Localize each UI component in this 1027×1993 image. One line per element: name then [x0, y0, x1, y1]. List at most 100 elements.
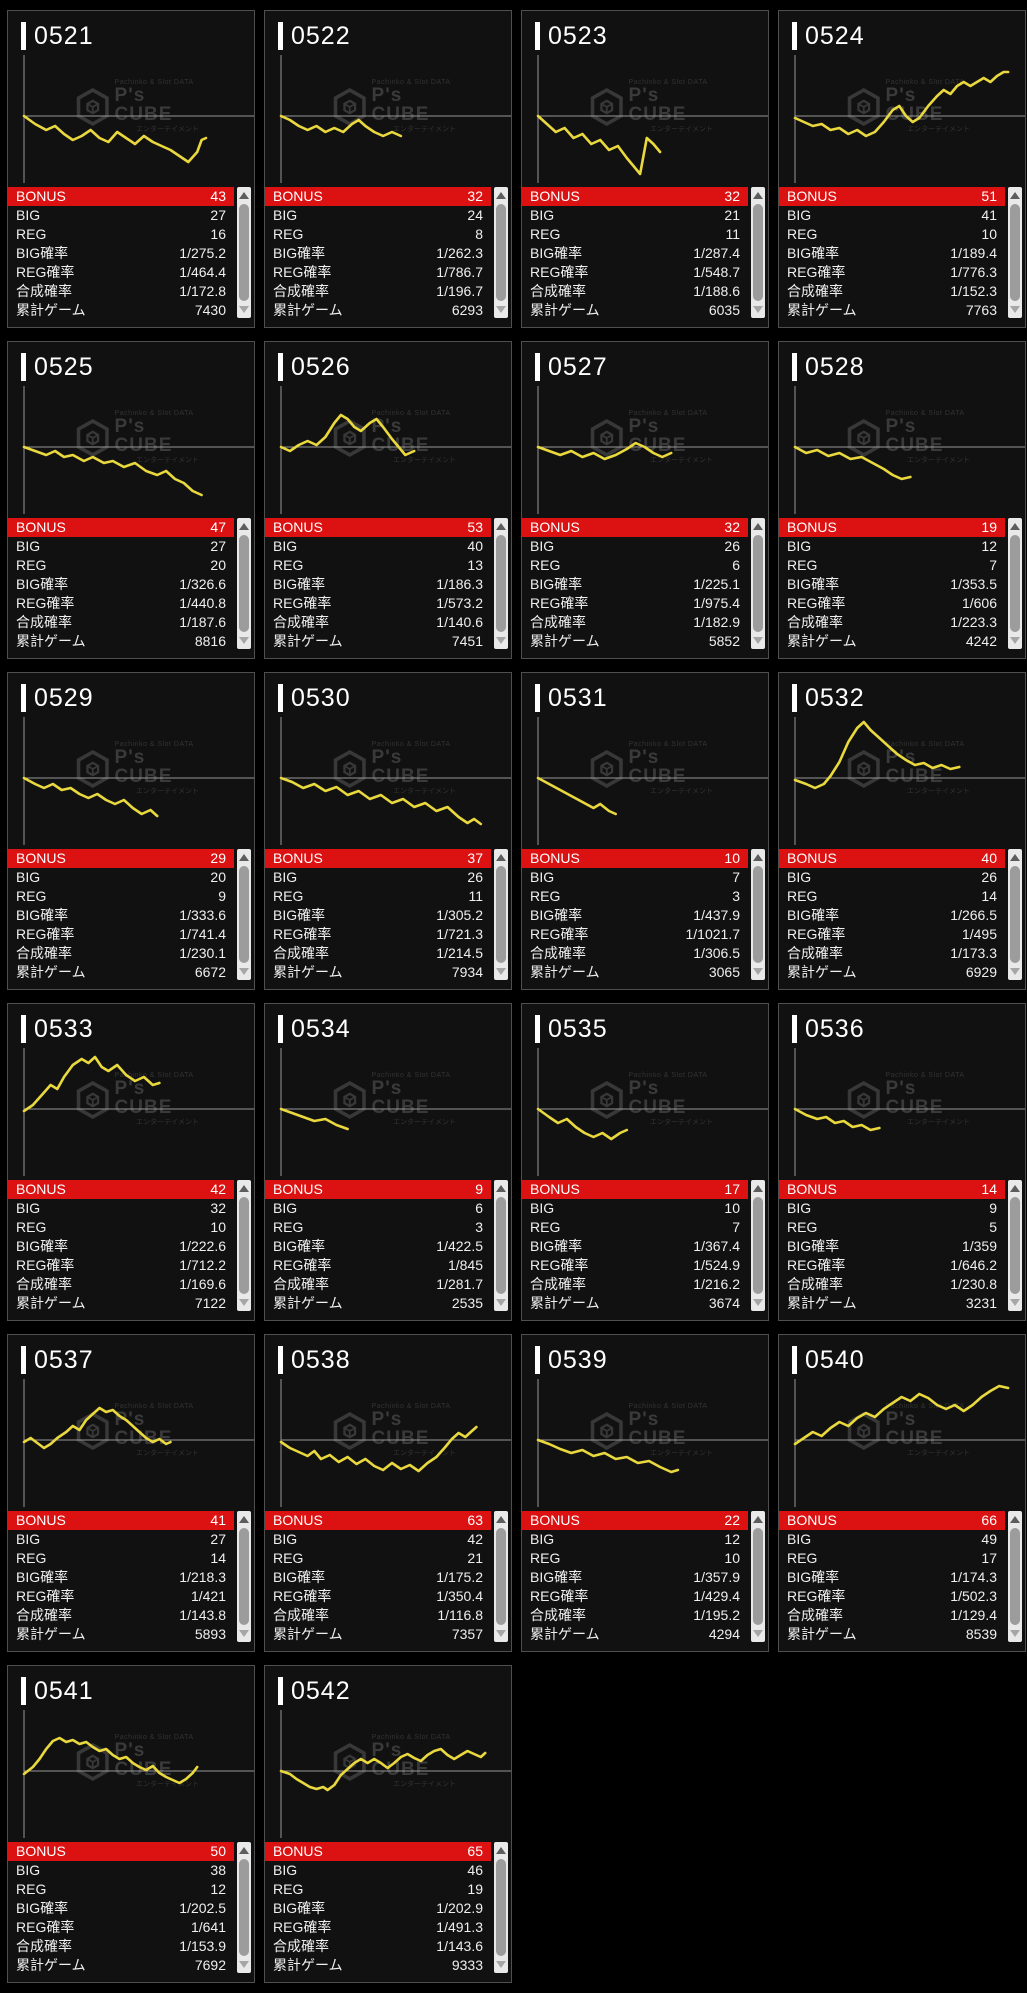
scrollbar-thumb[interactable] — [239, 1528, 249, 1625]
scroll-up-icon[interactable] — [496, 523, 506, 530]
scrollbar-thumb[interactable] — [239, 1859, 249, 1956]
scroll-up-icon[interactable] — [496, 1185, 506, 1192]
scroll-up-icon[interactable] — [1010, 854, 1020, 861]
scroll-down-icon[interactable] — [239, 1630, 249, 1637]
scroll-up-icon[interactable] — [239, 1185, 249, 1192]
scrollbar-thumb[interactable] — [239, 1197, 249, 1294]
stats-scrollbar[interactable] — [237, 1842, 251, 1973]
machine-card[interactable]: 0542 Pachinko & Slot DATA P's CUBE エンターテ… — [264, 1665, 512, 1983]
stats-scrollbar[interactable] — [1008, 1511, 1022, 1642]
scrollbar-thumb[interactable] — [753, 866, 763, 963]
machine-card[interactable]: 0535 Pachinko & Slot DATA P's CUBE エンターテ… — [521, 1003, 769, 1321]
scroll-up-icon[interactable] — [496, 192, 506, 199]
scrollbar-thumb[interactable] — [1010, 1528, 1020, 1625]
scroll-down-icon[interactable] — [239, 637, 249, 644]
stats-scrollbar[interactable] — [494, 1511, 508, 1642]
stats-scrollbar[interactable] — [1008, 849, 1022, 980]
stats-scrollbar[interactable] — [237, 849, 251, 980]
scroll-down-icon[interactable] — [496, 1299, 506, 1306]
machine-card[interactable]: 0532 Pachinko & Slot DATA P's CUBE エンターテ… — [778, 672, 1026, 990]
machine-card[interactable]: 0525 Pachinko & Slot DATA P's CUBE エンターテ… — [7, 341, 255, 659]
scroll-up-icon[interactable] — [753, 854, 763, 861]
machine-card[interactable]: 0539 Pachinko & Slot DATA P's CUBE エンターテ… — [521, 1334, 769, 1652]
stats-scrollbar[interactable] — [751, 187, 765, 318]
scrollbar-thumb[interactable] — [1010, 866, 1020, 963]
machine-card[interactable]: 0540 Pachinko & Slot DATA P's CUBE エンターテ… — [778, 1334, 1026, 1652]
machine-card[interactable]: 0533 Pachinko & Slot DATA P's CUBE エンターテ… — [7, 1003, 255, 1321]
machine-card[interactable]: 0527 Pachinko & Slot DATA P's CUBE エンターテ… — [521, 341, 769, 659]
scroll-down-icon[interactable] — [1010, 968, 1020, 975]
scroll-down-icon[interactable] — [239, 306, 249, 313]
scrollbar-thumb[interactable] — [496, 1197, 506, 1294]
scroll-up-icon[interactable] — [753, 192, 763, 199]
scroll-down-icon[interactable] — [753, 306, 763, 313]
machine-card[interactable]: 0531 Pachinko & Slot DATA P's CUBE エンターテ… — [521, 672, 769, 990]
scroll-down-icon[interactable] — [1010, 1630, 1020, 1637]
scroll-up-icon[interactable] — [496, 1516, 506, 1523]
scroll-down-icon[interactable] — [496, 1630, 506, 1637]
scrollbar-thumb[interactable] — [753, 535, 763, 632]
scroll-down-icon[interactable] — [239, 1299, 249, 1306]
machine-card[interactable]: 0537 Pachinko & Slot DATA P's CUBE エンターテ… — [7, 1334, 255, 1652]
scroll-up-icon[interactable] — [1010, 1516, 1020, 1523]
scroll-down-icon[interactable] — [496, 1961, 506, 1968]
scrollbar-thumb[interactable] — [1010, 204, 1020, 301]
machine-card[interactable]: 0521 Pachinko & Slot DATA P's CUBE エンターテ… — [7, 10, 255, 328]
scroll-up-icon[interactable] — [239, 1847, 249, 1854]
stats-scrollbar[interactable] — [751, 1511, 765, 1642]
scroll-up-icon[interactable] — [1010, 523, 1020, 530]
scroll-down-icon[interactable] — [239, 1961, 249, 1968]
scrollbar-thumb[interactable] — [496, 535, 506, 632]
scrollbar-thumb[interactable] — [239, 866, 249, 963]
scrollbar-thumb[interactable] — [239, 204, 249, 301]
scrollbar-thumb[interactable] — [496, 204, 506, 301]
scrollbar-thumb[interactable] — [1010, 1197, 1020, 1294]
scroll-up-icon[interactable] — [496, 854, 506, 861]
scroll-down-icon[interactable] — [496, 306, 506, 313]
scroll-up-icon[interactable] — [239, 1516, 249, 1523]
stats-scrollbar[interactable] — [237, 518, 251, 649]
scroll-up-icon[interactable] — [1010, 1185, 1020, 1192]
scroll-up-icon[interactable] — [239, 192, 249, 199]
scroll-up-icon[interactable] — [1010, 192, 1020, 199]
scrollbar-thumb[interactable] — [239, 535, 249, 632]
stats-scrollbar[interactable] — [1008, 518, 1022, 649]
scroll-down-icon[interactable] — [753, 1630, 763, 1637]
machine-card[interactable]: 0538 Pachinko & Slot DATA P's CUBE エンターテ… — [264, 1334, 512, 1652]
machine-card[interactable]: 0526 Pachinko & Slot DATA P's CUBE エンターテ… — [264, 341, 512, 659]
stats-scrollbar[interactable] — [751, 1180, 765, 1311]
scrollbar-thumb[interactable] — [753, 204, 763, 301]
machine-card[interactable]: 0541 Pachinko & Slot DATA P's CUBE エンターテ… — [7, 1665, 255, 1983]
stats-scrollbar[interactable] — [494, 1842, 508, 1973]
scroll-up-icon[interactable] — [239, 523, 249, 530]
scrollbar-thumb[interactable] — [496, 866, 506, 963]
scroll-down-icon[interactable] — [1010, 637, 1020, 644]
stats-scrollbar[interactable] — [237, 1511, 251, 1642]
scroll-down-icon[interactable] — [1010, 306, 1020, 313]
scroll-down-icon[interactable] — [496, 637, 506, 644]
stats-scrollbar[interactable] — [237, 1180, 251, 1311]
scroll-down-icon[interactable] — [1010, 1299, 1020, 1306]
stats-scrollbar[interactable] — [751, 518, 765, 649]
scroll-down-icon[interactable] — [753, 1299, 763, 1306]
stats-scrollbar[interactable] — [494, 187, 508, 318]
machine-card[interactable]: 0529 Pachinko & Slot DATA P's CUBE エンターテ… — [7, 672, 255, 990]
stats-scrollbar[interactable] — [494, 518, 508, 649]
machine-card[interactable]: 0528 Pachinko & Slot DATA P's CUBE エンターテ… — [778, 341, 1026, 659]
scroll-up-icon[interactable] — [753, 1185, 763, 1192]
scroll-down-icon[interactable] — [753, 968, 763, 975]
machine-card[interactable]: 0534 Pachinko & Slot DATA P's CUBE エンターテ… — [264, 1003, 512, 1321]
stats-scrollbar[interactable] — [494, 1180, 508, 1311]
machine-card[interactable]: 0524 Pachinko & Slot DATA P's CUBE エンターテ… — [778, 10, 1026, 328]
scroll-up-icon[interactable] — [239, 854, 249, 861]
scroll-down-icon[interactable] — [239, 968, 249, 975]
scrollbar-thumb[interactable] — [1010, 535, 1020, 632]
stats-scrollbar[interactable] — [237, 187, 251, 318]
machine-card[interactable]: 0522 Pachinko & Slot DATA P's CUBE エンターテ… — [264, 10, 512, 328]
scrollbar-thumb[interactable] — [496, 1859, 506, 1956]
stats-scrollbar[interactable] — [1008, 1180, 1022, 1311]
scrollbar-thumb[interactable] — [753, 1528, 763, 1625]
stats-scrollbar[interactable] — [494, 849, 508, 980]
machine-card[interactable]: 0530 Pachinko & Slot DATA P's CUBE エンターテ… — [264, 672, 512, 990]
scroll-down-icon[interactable] — [496, 968, 506, 975]
